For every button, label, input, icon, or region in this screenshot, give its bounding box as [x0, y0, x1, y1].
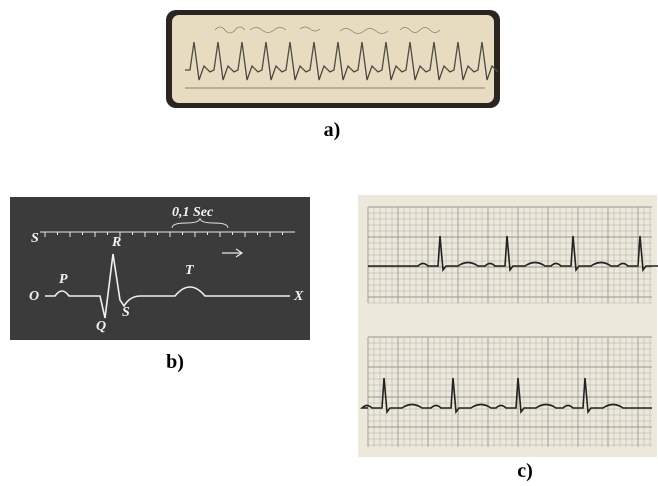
photo-paper — [172, 15, 494, 103]
diagram-bg — [10, 197, 310, 340]
wave-label: R — [111, 235, 121, 250]
time-scale — [40, 217, 295, 258]
wave-label: Q — [96, 319, 106, 334]
handwriting — [214, 26, 441, 34]
wave-label: S — [122, 305, 130, 320]
paper-grid — [367, 206, 652, 447]
panel-label: b) — [166, 351, 184, 373]
axis-label: X — [293, 289, 304, 304]
wave-label: T — [185, 263, 195, 278]
panel-c: c) — [358, 195, 658, 482]
strip-bg — [358, 195, 657, 457]
wave-label: P — [59, 272, 68, 287]
ecg-waveform — [45, 253, 290, 319]
panel-b: S 0,1 Sec R P T O X Q S b) — [10, 197, 310, 373]
time-label: 0,1 Sec — [172, 205, 214, 220]
panel-label: c) — [517, 460, 533, 482]
ecg-trace — [185, 41, 499, 81]
ecg-trace — [360, 377, 652, 415]
ecg-trace — [368, 235, 658, 273]
scale-label: S — [31, 231, 39, 246]
axis-label: O — [29, 289, 39, 304]
panel-label: a) — [324, 119, 341, 141]
panel-a: a) — [166, 10, 500, 141]
